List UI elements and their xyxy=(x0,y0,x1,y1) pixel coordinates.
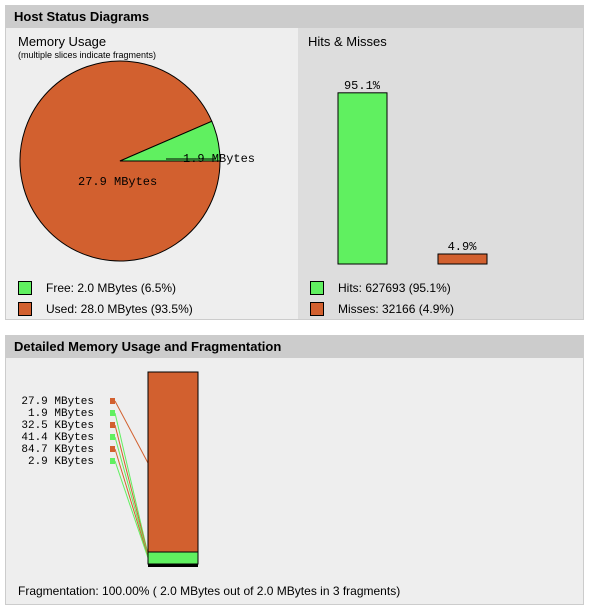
fragment-marker-used xyxy=(110,422,115,428)
fragment-label: 84.7 KBytes xyxy=(21,444,94,456)
fragment-connector xyxy=(114,400,149,464)
legend-used-label: Used: 28.0 MBytes (93.5%) xyxy=(46,302,193,316)
legend-swatch-hits xyxy=(310,281,324,295)
legend-swatch-used xyxy=(18,302,32,316)
fragment-label: 32.5 KBytes xyxy=(21,420,94,432)
legend-misses-label: Misses: 32166 (4.9%) xyxy=(338,302,455,316)
fragment-diagram: 27.9 MBytes 1.9 MBytes 32.5 KBytes 41.4 … xyxy=(21,371,199,567)
bar-hits xyxy=(337,92,388,265)
fragment-label: 41.4 KBytes xyxy=(21,432,94,444)
fragment-connector xyxy=(114,412,149,555)
fragment-connector xyxy=(114,424,149,556)
fragment-marker-used xyxy=(110,446,115,452)
memory-block-base xyxy=(148,564,198,567)
legend-free-label: Free: 2.0 MBytes (6.5%) xyxy=(46,281,177,295)
fragment-connector xyxy=(114,436,149,557)
fragment-label: 2.9 KBytes xyxy=(28,456,94,468)
memory-usage-title: Memory Usage xyxy=(18,34,107,49)
bar-label-misses: 4.9% xyxy=(448,240,478,254)
hits-misses-title: Hits & Misses xyxy=(308,34,387,49)
memory-usage-section: Memory Usage (multiple slices indicate f… xyxy=(6,28,294,319)
detail-panel: Detailed Memory Usage and Fragmentation … xyxy=(5,335,584,605)
fragmentation-text: Fragmentation: 100.00% ( 2.0 MBytes out … xyxy=(18,584,401,598)
fragment-marker-free xyxy=(110,434,115,440)
pie-label-free: 1.9 MBytes xyxy=(183,152,255,166)
fragment-label: 27.9 MBytes xyxy=(21,396,94,408)
hits-bar-chart: 95.1% 4.9% xyxy=(337,79,488,265)
legend-free: Free: 2.0 MBytes (6.5%) xyxy=(18,281,176,295)
fragment-marker-free xyxy=(110,458,115,464)
bar-label-hits: 95.1% xyxy=(344,79,381,93)
memory-pie-chart: 1.9 MBytes 27.9 MBytes xyxy=(19,60,255,262)
hits-misses-section: Hits & Misses 95.1% 4.9% Hits: 627693 (9… xyxy=(298,28,583,319)
pie-slice-free xyxy=(119,120,221,162)
pie-label-used: 27.9 MBytes xyxy=(78,175,157,189)
host-status-panel: Host Status Diagrams Memory Usage (multi… xyxy=(5,5,584,320)
memory-usage-note: (multiple slices indicate fragments) xyxy=(18,50,157,60)
fragment-marker-free xyxy=(110,410,115,416)
legend-hits-label: Hits: 627693 (95.1%) xyxy=(338,281,451,295)
fragment-label: 1.9 MBytes xyxy=(28,408,94,420)
legend-used: Used: 28.0 MBytes (93.5%) xyxy=(18,302,193,316)
fragment-connector xyxy=(114,448,149,558)
memory-block-used xyxy=(147,371,199,553)
bar-misses xyxy=(437,253,488,265)
fragment-connector xyxy=(114,460,149,559)
legend-misses: Misses: 32166 (4.9%) xyxy=(310,302,454,316)
detail-header: Detailed Memory Usage and Fragmentation xyxy=(6,336,583,358)
host-status-header: Host Status Diagrams xyxy=(6,6,583,28)
legend-swatch-free xyxy=(18,281,32,295)
legend-hits: Hits: 627693 (95.1%) xyxy=(310,281,451,295)
legend-swatch-misses xyxy=(310,302,324,316)
fragment-marker-used xyxy=(110,398,115,404)
memory-block-free xyxy=(147,551,199,565)
